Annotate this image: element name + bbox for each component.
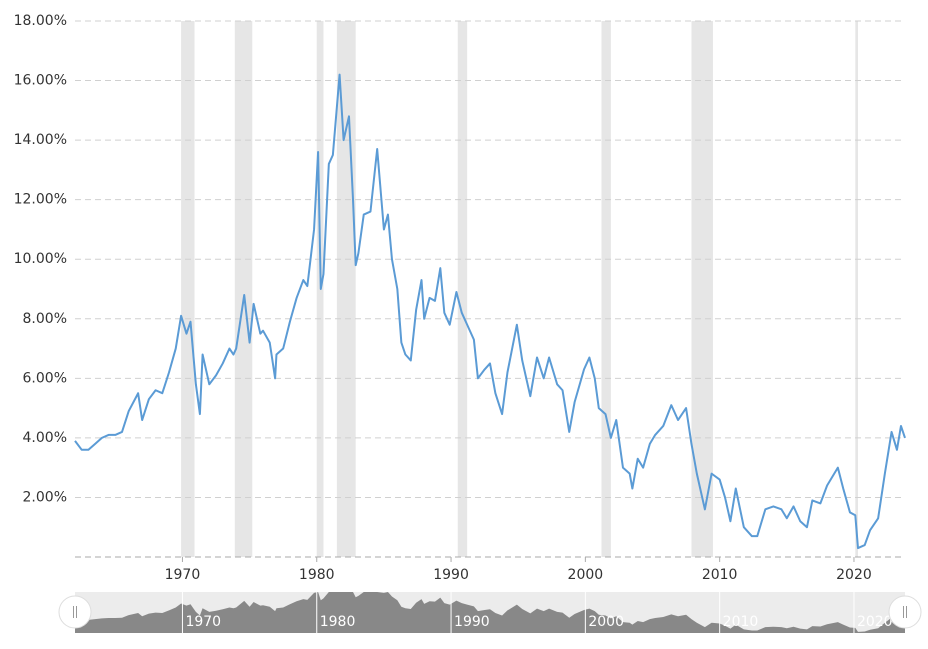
recession-band <box>181 21 195 557</box>
recession-band <box>691 21 713 557</box>
navigator-label: 2020 <box>857 614 893 630</box>
y-tick-label: 8.00% <box>23 311 67 327</box>
y-tick-label: 18.00% <box>14 13 67 29</box>
y-tick-label: 16.00% <box>14 73 67 89</box>
x-tick-label: 1990 <box>433 567 469 583</box>
navigator-handle[interactable] <box>58 595 92 629</box>
navigator-label: 2000 <box>588 614 624 630</box>
navigator-area <box>75 592 905 633</box>
recession-band <box>855 21 858 557</box>
y-tick-label: 4.00% <box>23 430 67 446</box>
line <box>74 73 906 550</box>
x-tick-label: 2010 <box>702 567 738 583</box>
y-tick-label: 2.00% <box>23 489 67 505</box>
x-tick-label: 1980 <box>299 567 335 583</box>
navigator-label: 2010 <box>723 614 759 630</box>
x-tick-label: 2000 <box>568 567 604 583</box>
y-tick-label: 6.00% <box>23 370 67 386</box>
navigator-label: 1980 <box>320 614 356 630</box>
navigator-handle[interactable] <box>888 595 922 629</box>
recession-band <box>234 21 253 557</box>
navigator-label: 1990 <box>454 614 490 630</box>
recession-band <box>336 21 356 557</box>
navigator-label: 1970 <box>185 614 221 630</box>
y-tick-label: 12.00% <box>14 192 67 208</box>
y-tick-label: 14.00% <box>14 132 67 148</box>
x-tick-label: 2020 <box>836 567 872 583</box>
y-tick-label: 10.00% <box>14 251 67 267</box>
x-tick-label: 1970 <box>165 567 201 583</box>
recession-band <box>457 21 468 557</box>
recession-band <box>601 21 611 557</box>
